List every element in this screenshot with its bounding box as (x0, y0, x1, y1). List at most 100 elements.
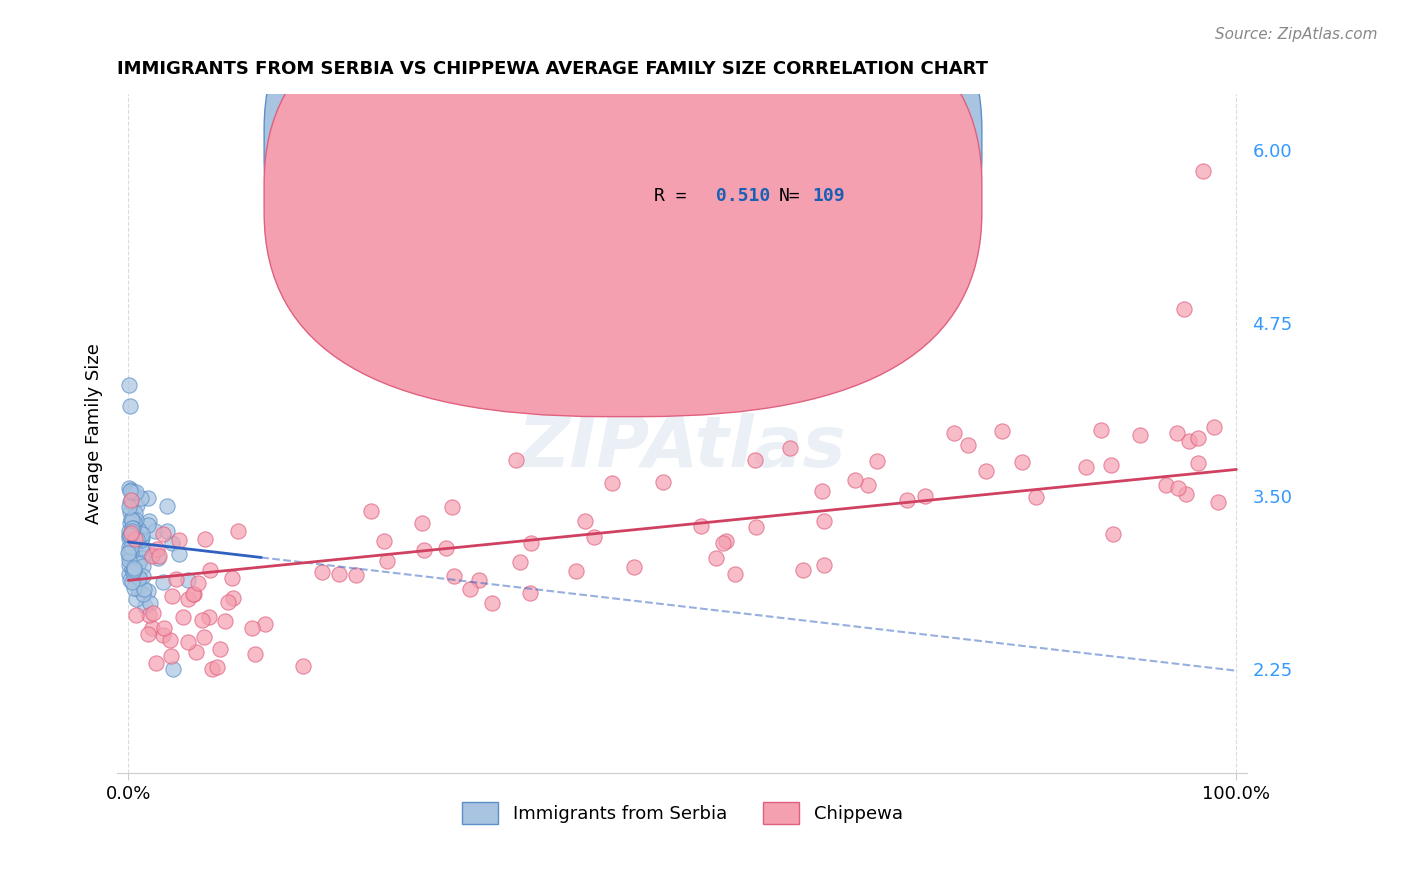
Immigrants from Serbia (162, 536, 184, 550)
Chippewa (1173, 301, 1195, 316)
Immigrants from Serbia (141, 548, 163, 562)
Text: Source: ZipAtlas.com: Source: ZipAtlas.com (1215, 27, 1378, 42)
Immigrants from Serbia (125, 498, 148, 512)
Immigrants from Serbia (156, 524, 179, 538)
Text: 80: 80 (824, 133, 845, 151)
Immigrants from Serbia (118, 481, 141, 495)
Immigrants from Serbia (129, 491, 152, 505)
Chippewa (146, 542, 169, 557)
Text: -0.169: -0.169 (704, 133, 770, 151)
Immigrants from Serbia (118, 544, 141, 558)
Chippewa (744, 452, 766, 467)
Immigrants from Serbia (129, 533, 152, 547)
Chippewa (152, 628, 174, 642)
Immigrants from Serbia (121, 520, 143, 534)
Chippewa (172, 610, 194, 624)
Immigrants from Serbia (134, 582, 156, 597)
FancyBboxPatch shape (581, 138, 920, 264)
Chippewa (209, 642, 232, 657)
Immigrants from Serbia (124, 515, 146, 529)
Chippewa (713, 536, 735, 550)
FancyBboxPatch shape (264, 0, 981, 362)
Chippewa (1187, 431, 1209, 445)
Immigrants from Serbia (118, 378, 141, 392)
Immigrants from Serbia (120, 512, 142, 526)
Immigrants from Serbia (124, 506, 146, 520)
Chippewa (201, 662, 224, 676)
Chippewa (896, 493, 918, 508)
Chippewa (198, 610, 221, 624)
Chippewa (141, 621, 163, 635)
Text: 109: 109 (813, 187, 845, 205)
Immigrants from Serbia (118, 553, 141, 567)
Text: R =: R = (654, 133, 697, 151)
Chippewa (1074, 459, 1097, 474)
Chippewa (458, 582, 481, 597)
Chippewa (651, 475, 673, 489)
Chippewa (138, 608, 160, 623)
Text: ZIPAtlas: ZIPAtlas (517, 413, 846, 482)
Chippewa (866, 454, 889, 468)
Immigrants from Serbia (146, 550, 169, 565)
Chippewa (914, 489, 936, 503)
Chippewa (120, 526, 142, 541)
Chippewa (413, 543, 436, 558)
Chippewa (443, 569, 465, 583)
Chippewa (468, 573, 491, 587)
Chippewa (194, 532, 217, 546)
Immigrants from Serbia (125, 532, 148, 546)
Immigrants from Serbia (145, 524, 167, 538)
Legend: Immigrants from Serbia, Chippewa: Immigrants from Serbia, Chippewa (456, 795, 910, 831)
Immigrants from Serbia (155, 499, 177, 513)
Chippewa (328, 566, 350, 581)
Immigrants from Serbia (118, 516, 141, 530)
Immigrants from Serbia (131, 527, 153, 541)
Chippewa (167, 533, 190, 547)
Chippewa (411, 516, 433, 531)
Chippewa (162, 589, 184, 603)
Chippewa (165, 572, 187, 586)
Immigrants from Serbia (120, 399, 142, 413)
Immigrants from Serbia (131, 532, 153, 546)
Immigrants from Serbia (125, 533, 148, 547)
Chippewa (360, 504, 382, 518)
Chippewa (222, 591, 245, 605)
Chippewa (186, 645, 208, 659)
Chippewa (120, 493, 142, 508)
Chippewa (1090, 423, 1112, 437)
Immigrants from Serbia (121, 562, 143, 576)
Chippewa (574, 514, 596, 528)
Chippewa (136, 627, 159, 641)
Text: N=: N= (779, 187, 800, 205)
Chippewa (145, 657, 167, 671)
Immigrants from Serbia (120, 545, 142, 559)
Immigrants from Serbia (120, 483, 142, 497)
Immigrants from Serbia (120, 484, 142, 499)
Chippewa (245, 647, 267, 661)
Immigrants from Serbia (127, 556, 149, 570)
Chippewa (183, 587, 205, 601)
Chippewa (1167, 481, 1189, 495)
Chippewa (1187, 456, 1209, 470)
Immigrants from Serbia (118, 500, 141, 514)
Chippewa (373, 533, 395, 548)
Immigrants from Serbia (117, 549, 139, 564)
Immigrants from Serbia (118, 504, 141, 518)
Immigrants from Serbia (121, 574, 143, 589)
Immigrants from Serbia (128, 532, 150, 546)
Y-axis label: Average Family Size: Average Family Size (86, 343, 103, 524)
Chippewa (141, 549, 163, 563)
Chippewa (1206, 495, 1229, 509)
Immigrants from Serbia (131, 551, 153, 566)
Immigrants from Serbia (121, 521, 143, 535)
Chippewa (200, 563, 222, 577)
Chippewa (240, 621, 263, 635)
Immigrants from Serbia (120, 540, 142, 554)
Immigrants from Serbia (127, 582, 149, 596)
Chippewa (1011, 455, 1033, 469)
Chippewa (221, 571, 243, 585)
Immigrants from Serbia (128, 569, 150, 583)
Chippewa (1192, 163, 1215, 178)
Chippewa (813, 558, 835, 572)
Chippewa (714, 534, 737, 549)
